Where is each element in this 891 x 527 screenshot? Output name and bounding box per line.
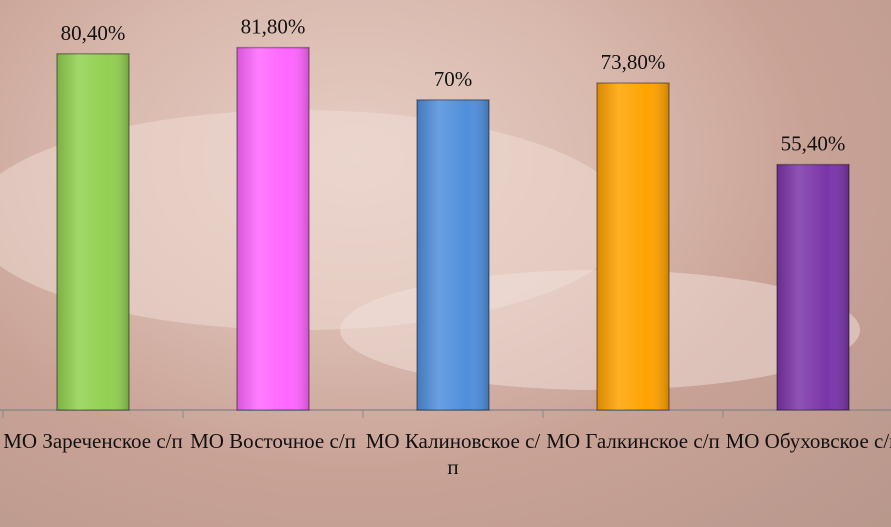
data-label: 80,40% (61, 21, 126, 45)
data-label: 70% (434, 67, 473, 91)
bar (596, 82, 670, 411)
bar (776, 163, 850, 411)
x-tick-label: МО Калиновское с/п (365, 429, 541, 479)
bar (416, 99, 490, 411)
x-tick-label: МО Галкинское с/п (546, 429, 720, 453)
data-label: 81,80% (241, 15, 306, 39)
x-tick-label: МО Обуховское с/п (725, 429, 891, 453)
data-label: 55,40% (781, 132, 846, 156)
x-tick-label: МО Восточное с/п (190, 429, 356, 453)
bar (56, 53, 130, 411)
data-label: 73,80% (601, 50, 666, 74)
bar (236, 46, 310, 411)
x-tick-label: МО Зареченское с/п (3, 429, 183, 453)
